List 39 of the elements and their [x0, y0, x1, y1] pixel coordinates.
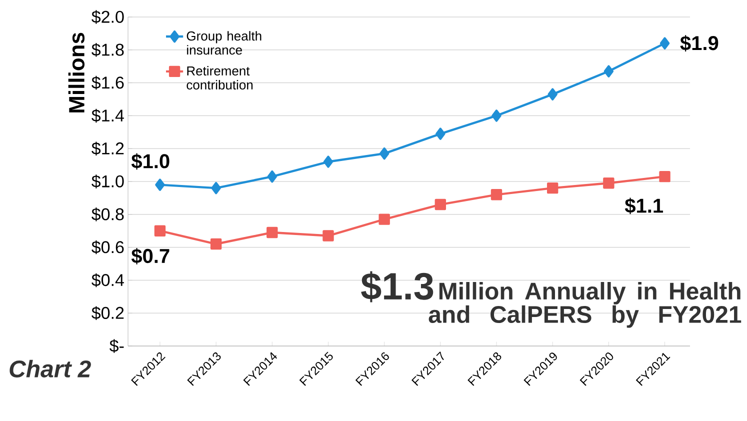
- point: [210, 238, 222, 250]
- annotation: $0.7: [131, 248, 170, 264]
- point: [211, 182, 221, 194]
- point: [548, 88, 558, 100]
- y-tick-label: $0.8: [92, 208, 124, 222]
- point: [155, 178, 165, 191]
- y-axis-title: Millions: [68, 32, 85, 112]
- y-tick-label: $0.6: [92, 240, 124, 254]
- point: [434, 198, 446, 210]
- point: [267, 170, 277, 183]
- legend-label: Retirement contribution: [186, 66, 253, 90]
- y-tick-label: $-: [110, 339, 124, 353]
- caption: Chart 2: [10, 360, 91, 378]
- point: [154, 225, 166, 236]
- legend-label: Group health insurance: [186, 31, 262, 55]
- annotation: $1.1: [624, 198, 664, 214]
- point: [323, 156, 334, 168]
- point: [379, 147, 390, 160]
- point: [436, 128, 446, 140]
- y-tick-label: $2.0: [92, 10, 124, 24]
- point: [659, 170, 670, 182]
- y-tick-label: $0.4: [92, 273, 124, 288]
- point: [546, 182, 558, 194]
- point: [604, 65, 614, 78]
- y-tick-label: $0.2: [92, 306, 124, 320]
- point: [603, 178, 614, 189]
- point: [378, 214, 390, 225]
- y-tick-label: $1.0: [92, 174, 124, 188]
- point: [322, 230, 334, 242]
- annotation: $1.9: [680, 35, 718, 52]
- y-tick-label: $1.6: [92, 76, 124, 90]
- y-tick-label: $1.2: [92, 142, 124, 156]
- point: [490, 189, 502, 200]
- point: [266, 226, 278, 238]
- point: [492, 110, 502, 122]
- y-tick-label: $1.8: [92, 43, 124, 57]
- y-tick-label: $1.4: [92, 108, 124, 123]
- point: [660, 37, 670, 50]
- annotation: $1.0: [131, 153, 170, 170]
